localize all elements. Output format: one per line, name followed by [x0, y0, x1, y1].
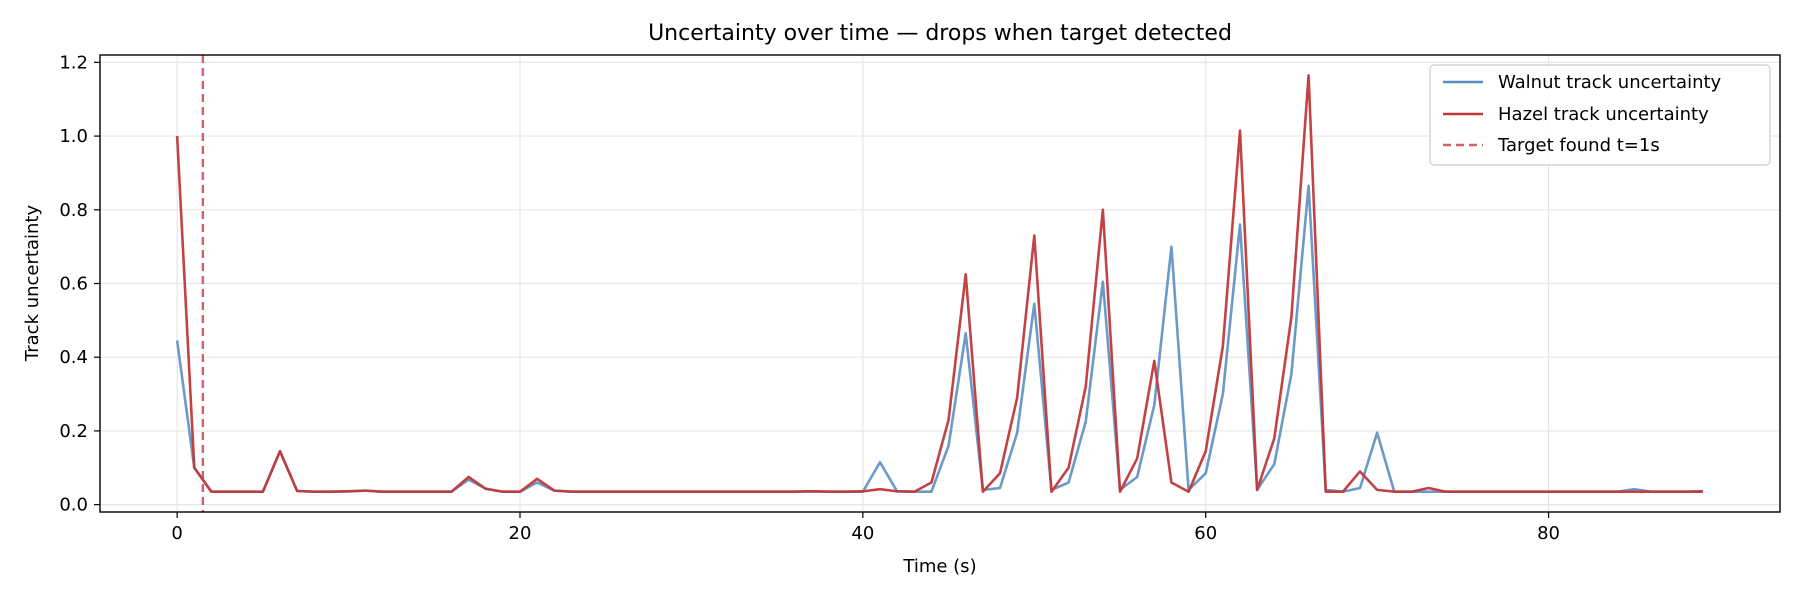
legend-box	[1429, 64, 1771, 166]
legend-label-walnut: Walnut track uncertainty	[1498, 72, 1722, 93]
chart-title: Uncertainty over time — drops when targe…	[648, 21, 1232, 46]
y-tick-label: 1.2	[59, 52, 88, 73]
x-tick-label: 60	[1194, 523, 1217, 544]
y-tick-label: 0.6	[59, 274, 88, 295]
x-tick-label: 20	[509, 523, 532, 544]
ticks: 0 20 40 60 80 0.0 0.2 0.4 0.6 0.8 1.0 1.2	[59, 52, 1560, 544]
legend: Walnut track uncertainty Hazel track unc…	[1429, 64, 1771, 166]
x-tick-label: 40	[851, 523, 874, 544]
grid	[100, 55, 1780, 512]
legend-label-target-found: Target found t=1s	[1497, 135, 1660, 156]
y-tick-label: 1.0	[59, 126, 88, 147]
series-layer	[175, 73, 1703, 494]
y-tick-label: 0.8	[59, 200, 88, 221]
y-tick-label: 0.4	[59, 347, 88, 368]
hazel-series-line	[175, 73, 1703, 494]
y-tick-label: 0.0	[59, 495, 88, 516]
legend-label-hazel: Hazel track uncertainty	[1498, 104, 1709, 125]
x-axis-title: Time (s)	[902, 556, 976, 577]
x-tick-label: 0	[171, 523, 182, 544]
walnut-series-line	[175, 184, 1703, 494]
y-tick-label: 0.2	[59, 421, 88, 442]
y-axis-title: Track uncertainty	[22, 205, 43, 363]
x-tick-label: 80	[1537, 523, 1560, 544]
